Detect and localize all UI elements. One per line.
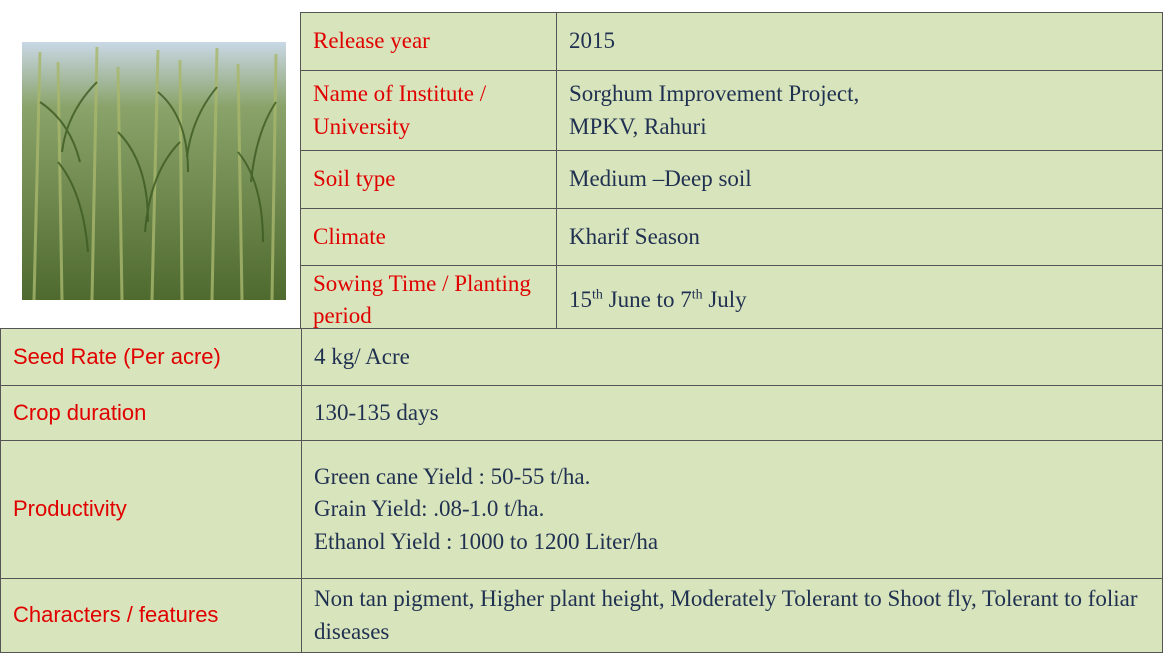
row-value: 130-135 days [302, 386, 1163, 441]
row-label: Productivity [1, 441, 302, 579]
value-text: 15 [569, 287, 592, 312]
row-label: Crop duration [1, 386, 302, 441]
table-row: Crop duration 130-135 days [1, 386, 1163, 441]
superscript: th [592, 287, 603, 302]
value-line: Ethanol Yield : 1000 to 1200 Liter/ha [314, 526, 1150, 558]
row-label: Climate [301, 209, 557, 266]
table-row: Seed Rate (Per acre) 4 kg/ Acre [1, 329, 1163, 386]
value-line: Kharif Season [569, 221, 1150, 253]
row-value: Green cane Yield : 50-55 t/ha.Grain Yiel… [302, 441, 1163, 579]
row-value: Kharif Season [557, 209, 1163, 266]
row-label: Name of Institute / University [301, 71, 557, 151]
row-value: Non tan pigment, Higher plant height, Mo… [302, 579, 1163, 653]
value-line: Green cane Yield : 50-55 t/ha. [314, 461, 1150, 493]
row-label: Sowing Time / Planting period [301, 266, 557, 335]
top-table: Release year 2015 Name of Institute / Univ… [300, 12, 1163, 335]
row-label: Release year [301, 13, 557, 71]
row-value: 2015 [557, 13, 1163, 71]
bottom-table: Seed Rate (Per acre) 4 kg/ Acre Crop durat… [0, 328, 1163, 653]
value-line: Sorghum Improvement Project, [569, 78, 1150, 110]
superscript: th [692, 287, 703, 302]
value-line: 4 kg/ Acre [314, 341, 1150, 373]
table-row: Release year 2015 [301, 13, 1163, 71]
value-text: July [703, 287, 747, 312]
table-row: Soil type Medium –Deep soil [301, 151, 1163, 209]
table-row: Climate Kharif Season [301, 209, 1163, 266]
row-label: Seed Rate (Per acre) [1, 329, 302, 386]
page: {"top_table": {"rows": [ {"label": "Rele… [0, 0, 1163, 652]
value-line: 2015 [569, 25, 1150, 57]
value-line: Medium –Deep soil [569, 163, 1150, 195]
row-value: Medium –Deep soil [557, 151, 1163, 209]
row-value: 15th June to 7th July [557, 266, 1163, 335]
row-label: Soil type [301, 151, 557, 209]
row-label: Characters / features [1, 579, 302, 653]
value-line: MPKV, Rahuri [569, 111, 1150, 143]
value-line: 130-135 days [314, 397, 1150, 429]
value-text: June to 7 [603, 287, 692, 312]
value-line: Non tan pigment, Higher plant height, Mo… [314, 583, 1150, 647]
crop-photo [22, 42, 286, 300]
value-line: Grain Yield: .08-1.0 t/ha. [314, 493, 1150, 525]
row-value: 4 kg/ Acre [302, 329, 1163, 386]
row-value: Sorghum Improvement Project,MPKV, Rahuri [557, 71, 1163, 151]
